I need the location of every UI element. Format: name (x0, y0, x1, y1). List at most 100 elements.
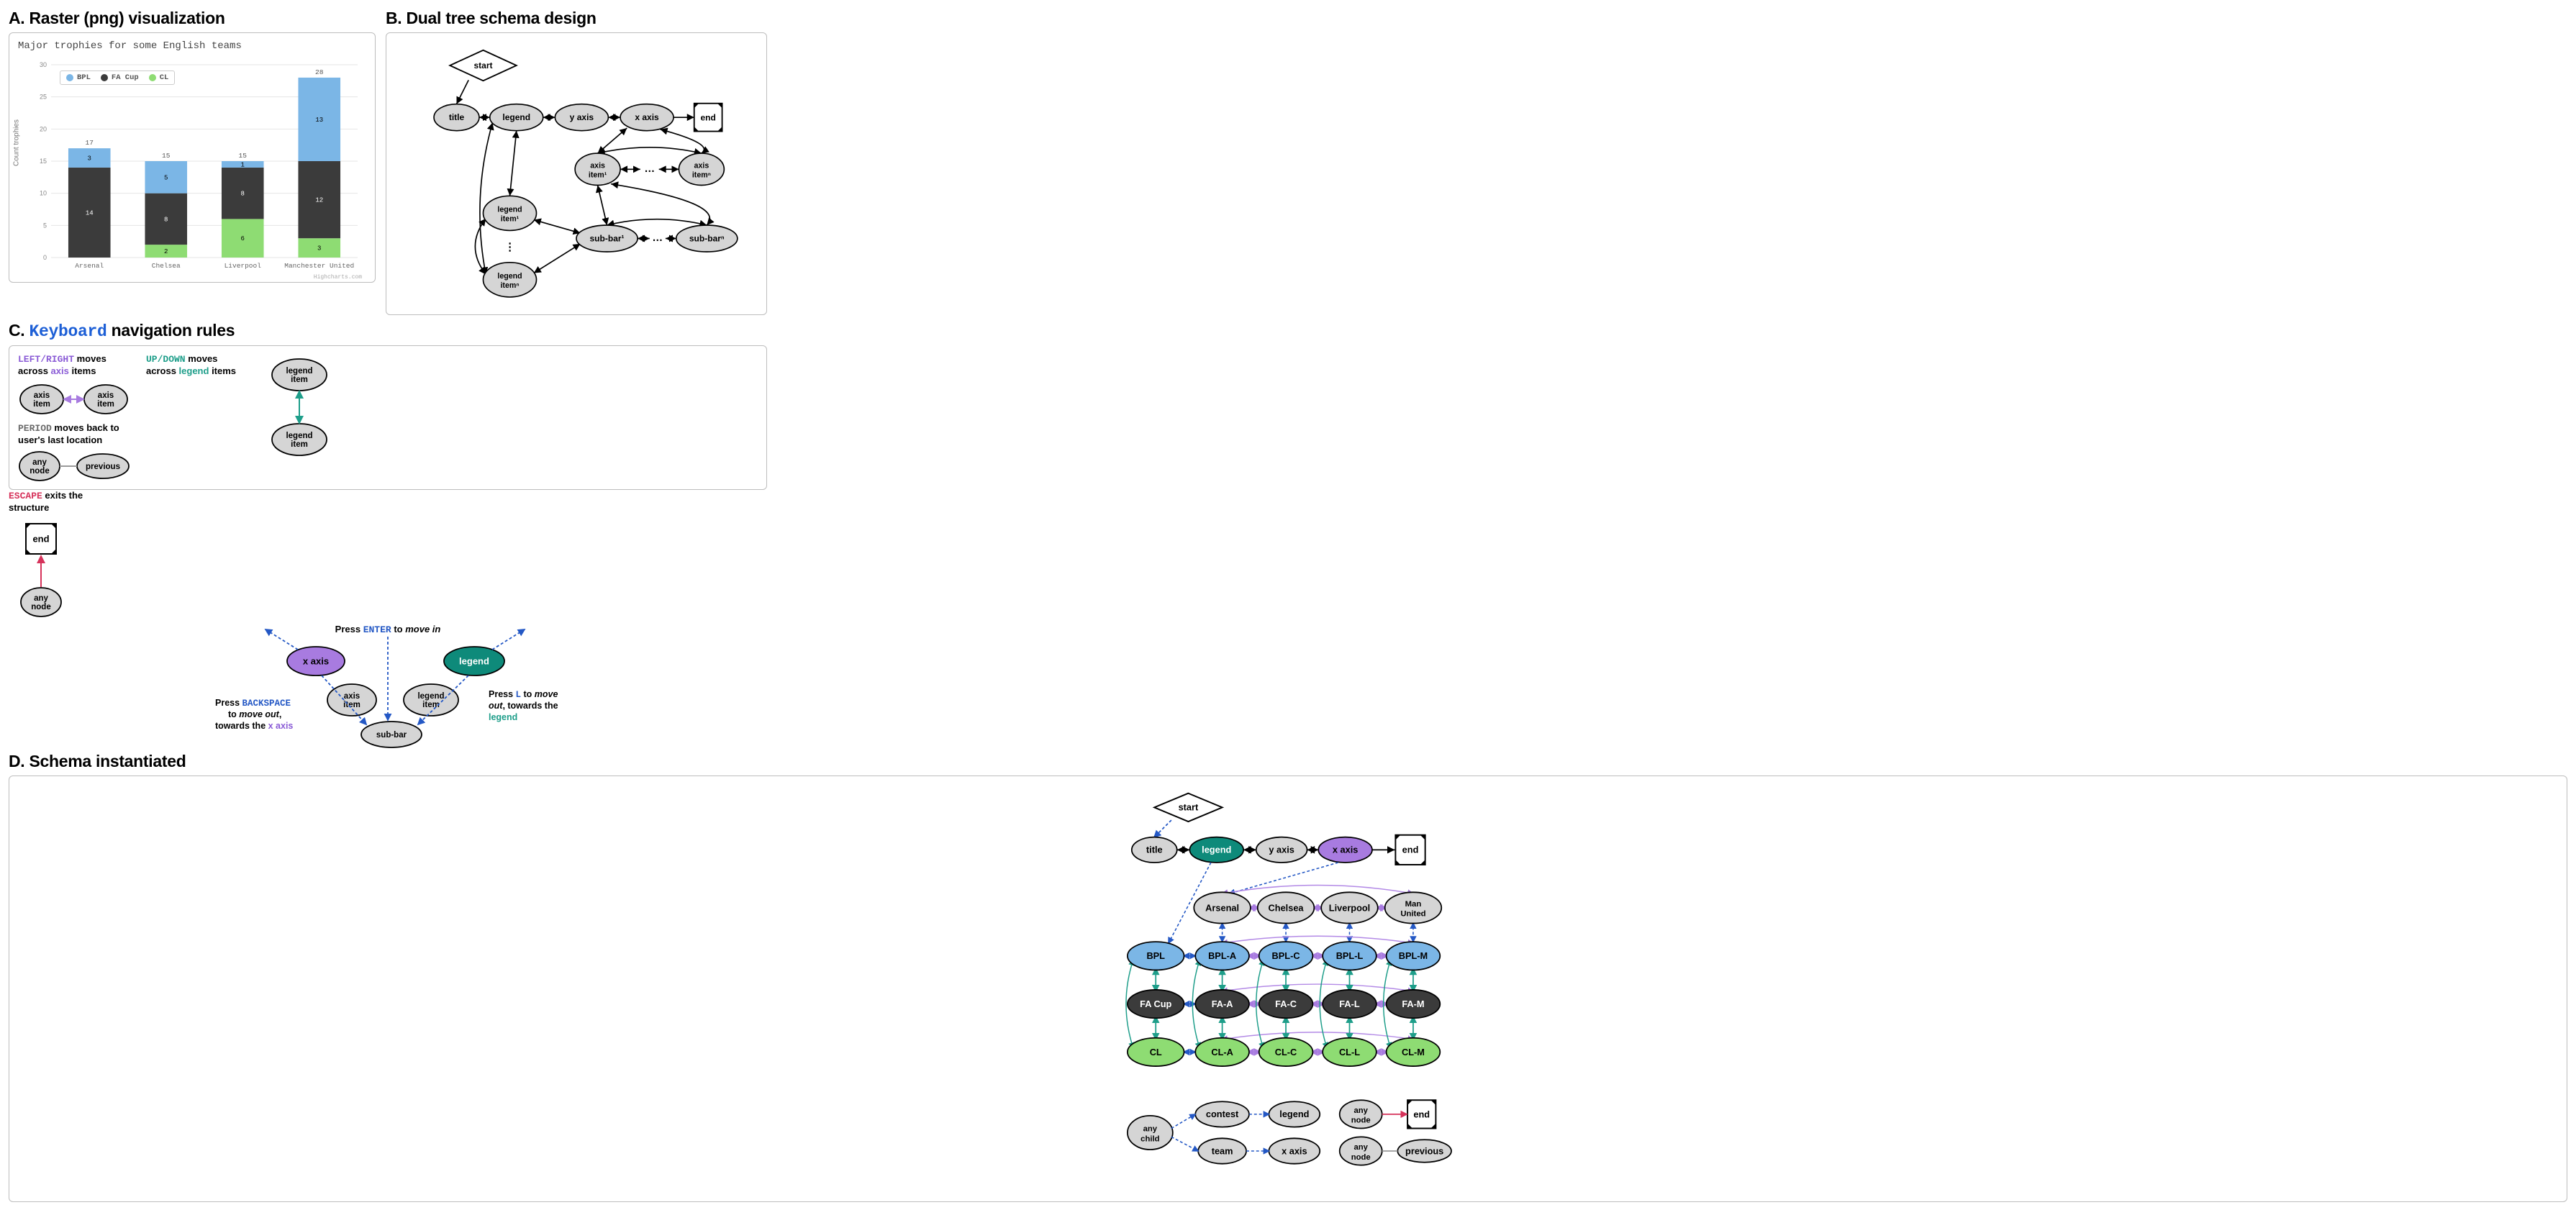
svg-text:item¹: item¹ (501, 214, 520, 223)
panel-d-heading: D. Schema instantiated (9, 752, 2567, 771)
svg-text:25: 25 (40, 94, 47, 101)
svg-text:title: title (1146, 844, 1163, 855)
svg-text:15: 15 (162, 152, 171, 160)
svg-text:any: any (32, 458, 47, 467)
svg-text:previous: previous (86, 463, 120, 471)
svg-text:any: any (34, 594, 48, 603)
svg-text:Liverpool: Liverpool (225, 262, 262, 270)
svg-text:itemⁿ: itemⁿ (500, 281, 519, 290)
svg-text:x axis: x axis (303, 655, 329, 666)
svg-text:BPL-C: BPL-C (1272, 950, 1300, 961)
svg-text:Man: Man (1405, 900, 1422, 909)
schema-d-svg: start title legend y axis x axis end Arsenal Ch… (15, 782, 2561, 1192)
svg-text:CL: CL (1150, 1047, 1162, 1057)
chart-box: Major trophies for some English teams Co… (9, 32, 376, 283)
panel-c-heading-pre: C. (9, 321, 30, 340)
svg-text:United: United (1400, 910, 1425, 919)
panel-d-schema-instantiated: D. Schema instantiated start title legend y… (9, 752, 2567, 1202)
svg-text:node: node (31, 603, 50, 611)
legend-item-bpl: BPL (66, 73, 91, 82)
svg-text:30: 30 (40, 61, 47, 68)
svg-text:5: 5 (43, 222, 47, 229)
svg-text:title: title (449, 112, 465, 122)
legend-item-facup: FA Cup (101, 73, 139, 82)
rule-period-diagram: anynode previous (18, 450, 130, 482)
svg-text:start: start (473, 60, 492, 70)
svg-text:20: 20 (40, 125, 47, 132)
svg-text:17: 17 (86, 139, 94, 147)
svg-text:any: any (1353, 1106, 1368, 1115)
key-escape: ESCAPE (9, 491, 42, 501)
svg-text:Liverpool: Liverpool (1329, 902, 1370, 913)
svg-text:CL-M: CL-M (1402, 1047, 1425, 1057)
legend-swatch-facup (101, 74, 108, 81)
svg-text:BPL-A: BPL-A (1208, 950, 1236, 961)
rule-ud-diagram: legenditem legenditem (260, 358, 339, 458)
rule-center-diagram: Press ENTER to move in x axis legend axi… (9, 619, 767, 749)
svg-text:x axis: x axis (1333, 844, 1359, 855)
svg-text:CL-A: CL-A (1211, 1047, 1233, 1057)
svg-text:3: 3 (317, 245, 321, 253)
svg-text:item: item (97, 400, 114, 409)
svg-text:15: 15 (239, 152, 248, 160)
svg-text:item¹: item¹ (589, 170, 607, 179)
svg-text:14: 14 (86, 209, 94, 217)
svg-text:axis: axis (694, 161, 709, 170)
svg-text:legend: legend (286, 367, 312, 376)
legend-item-cl: CL (149, 73, 169, 82)
svg-text:Arsenal: Arsenal (1205, 902, 1239, 913)
schema-b-svg: starttitlelegendy axisx axisaxisitem¹axi… (392, 39, 761, 305)
svg-text:0: 0 (43, 254, 47, 261)
schema-box: starttitlelegendy axisx axisaxisitem¹axi… (386, 32, 767, 315)
svg-text:10: 10 (40, 190, 47, 197)
panel-a-heading: A. Raster (png) visualization (9, 9, 376, 28)
svg-text:end: end (700, 112, 715, 122)
svg-text:x axis: x axis (635, 112, 659, 122)
svg-text:CL-C: CL-C (1275, 1047, 1297, 1057)
svg-text:15: 15 (40, 158, 47, 165)
chart-title: Major trophies for some English teams (18, 40, 366, 52)
svg-text:legend: legend (489, 712, 517, 722)
svg-text:x axis: x axis (1282, 1145, 1307, 1156)
legend-label-facup: FA Cup (112, 73, 139, 82)
svg-text:sub-bar¹: sub-bar¹ (590, 234, 625, 244)
svg-text:legend: legend (497, 272, 522, 281)
key-up-down: UP/DOWN (146, 354, 186, 365)
svg-text:FA-M: FA-M (1402, 999, 1424, 1009)
svg-text:FA-A: FA-A (1212, 999, 1233, 1009)
svg-text:legend: legend (502, 112, 530, 122)
svg-text:end: end (1402, 844, 1419, 855)
svg-text:y axis: y axis (1269, 844, 1294, 855)
svg-text:3: 3 (88, 155, 91, 163)
rules-box: LEFT/RIGHT moves across axis items axisi… (9, 345, 767, 490)
instantiated-box: start title legend y axis x axis end Arsenal Ch… (9, 775, 2567, 1202)
key-left-right: LEFT/RIGHT (18, 354, 74, 365)
svg-text:legend: legend (1202, 844, 1231, 855)
svg-text:CL-L: CL-L (1339, 1047, 1360, 1057)
svg-text:child: child (1140, 1134, 1159, 1143)
legend-label-cl: CL (160, 73, 169, 82)
svg-text:any: any (1353, 1143, 1368, 1152)
chart-ylabel: Count trophies (13, 119, 21, 166)
svg-text:5: 5 (164, 174, 168, 181)
chart-credit: Highcharts.com (314, 274, 362, 281)
svg-text:Press BACKSPACE: Press BACKSPACE (215, 698, 291, 709)
svg-text:item: item (291, 440, 308, 449)
svg-text:13: 13 (315, 117, 323, 124)
bar-chart-svg: 051015202530014317Arsenal28515Chelsea681… (18, 55, 366, 278)
rule-lr-diagram: axisitem axisitem (18, 382, 130, 417)
rule-left-right: LEFT/RIGHT moves across axis items axisi… (18, 353, 133, 482)
svg-text:legend: legend (497, 206, 522, 214)
legend-swatch-bpl (66, 74, 73, 81)
svg-text:start: start (1179, 801, 1199, 812)
svg-text:axis: axis (344, 692, 360, 701)
rule-up-down: UP/DOWN moves across legend items (146, 353, 247, 378)
rule-escape: ESCAPE exits the structure end anynode (9, 490, 88, 619)
svg-text:Chelsea: Chelsea (1269, 902, 1305, 913)
svg-text:axis: axis (34, 391, 50, 400)
svg-text:8: 8 (241, 191, 245, 198)
panel-b-heading: B. Dual tree schema design (386, 9, 767, 28)
svg-text:Press L to move: Press L to move (489, 689, 558, 700)
svg-text:item: item (422, 701, 440, 709)
svg-text:Manchester United: Manchester United (284, 262, 354, 270)
